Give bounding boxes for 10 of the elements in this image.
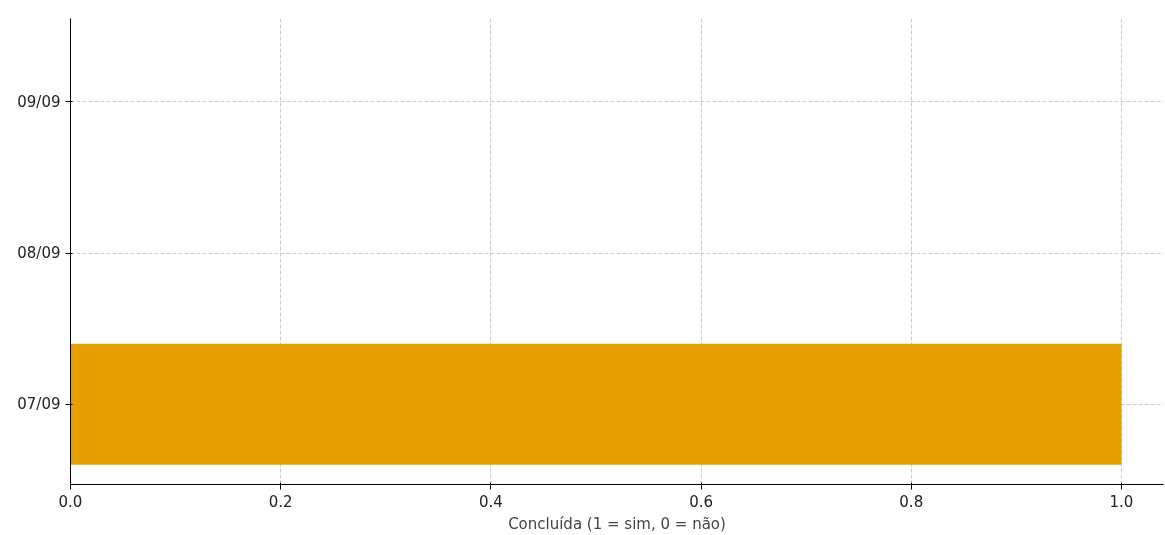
x-tick-label: 0.2 <box>268 492 293 511</box>
x-tick-label: 0.8 <box>899 492 924 511</box>
x-tick-label: 0.6 <box>689 492 714 511</box>
x-tick-label: 1.0 <box>1109 492 1134 511</box>
x-axis-title: Concluída (1 = sim, 0 = não) <box>508 514 726 533</box>
x-tick-label: 0.0 <box>58 492 83 511</box>
y-tick-label: 08/09 <box>17 244 61 263</box>
x-tick-label: 0.4 <box>478 492 503 511</box>
y-tick-label: 07/09 <box>17 395 61 414</box>
y-tick-label: 09/09 <box>17 92 61 111</box>
